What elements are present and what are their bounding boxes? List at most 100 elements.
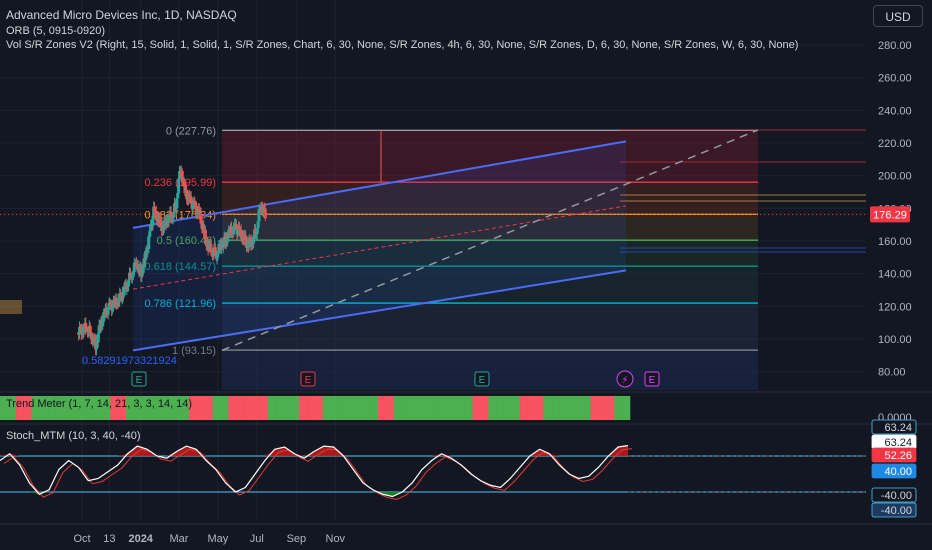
indicator-vol-sr-label[interactable]: Vol S/R Zones V2 (Right, 15, Solid, 1, S… [6,39,799,51]
fib-zone [222,303,758,351]
candle-body [217,244,221,254]
last-price-tag [870,206,910,223]
earnings-marker[interactable]: E [300,371,316,387]
stoch-axis-label: -40.00 [881,490,912,502]
trend-meter-label: Trend Meter (1, 7, 14, 21, 3, 3, 14, 14) [6,398,192,410]
trend-meter-bar [417,396,426,420]
trend-meter-bar [559,396,568,420]
candle-body [187,194,191,199]
candle-body [109,303,113,305]
stoch-axis-label: 63.24 [884,422,912,434]
candle-body [180,170,184,183]
lightning-circle [616,370,634,388]
trend-meter-bar [244,396,253,420]
trend-meter-bar [456,396,465,420]
candle-body [118,293,122,302]
trend-meter-bar [102,396,111,420]
fib-zone [222,266,758,304]
candle-body [84,322,88,330]
earnings-box [474,371,490,387]
candle-body [126,285,130,287]
trend-meter-bar [409,396,418,420]
earnings-marker[interactable]: E [644,371,660,387]
trend-meter-bar [39,396,48,420]
trend-meter-bar [385,396,395,420]
trend-meter-bar [47,396,56,420]
trend-meter-bar [441,396,450,420]
candle-body [213,247,217,254]
trend-meter-bar [204,396,213,420]
price-candles [77,129,382,356]
time-tick-label: Oct [73,533,90,545]
candle-body [234,224,238,228]
trend-meter-bar [228,396,237,420]
candle-body [262,207,266,209]
candle-body [127,279,131,287]
fib-level-label: 0.618 (144.57) [144,261,216,273]
trend-meter-bar [598,396,607,420]
time-tick-label: Nov [326,533,346,545]
candle-body [153,210,157,212]
fib-zone [222,130,758,183]
event-markers: E E E E ⚡ [131,370,660,388]
trend-meter-bar [149,396,158,420]
candle-body [116,297,120,306]
candle-body [185,189,189,199]
trend-meter-bar [267,396,276,420]
candle-body [147,236,151,249]
candle-body [183,182,187,194]
stoch-axis-tag [871,463,917,479]
stoch-axis-label: 40.00 [884,466,912,478]
time-tick-label: Jul [250,533,264,545]
trend-meter-bar [23,396,32,420]
candle-body [111,299,115,307]
earnings-marker[interactable]: E [474,371,490,387]
candle-body [159,218,163,226]
trend-meter-bar [370,396,379,420]
trend-meter-bar [322,396,332,420]
fib-trend-line [221,129,759,352]
candle-body [207,243,211,250]
time-tick-label: 13 [103,533,115,545]
trend-meter-bar [283,396,292,420]
candle-body [162,220,166,230]
candle-body [173,203,177,206]
candle-body [255,228,259,234]
trend-meter-bar [504,396,513,420]
stoch-axis-label: 52.26 [884,450,912,462]
candle-body [114,298,118,306]
candle-body [107,303,111,308]
earnings-marker[interactable]: E [131,371,147,387]
trend-meter-bar [401,396,410,420]
trend-meter-bar [0,396,9,420]
candle-body [88,325,92,333]
candle-body [250,242,254,246]
candle-body [244,235,248,242]
trend-meter-bar [425,396,434,420]
candle-body [94,340,98,350]
candle-body [263,208,267,219]
currency-button[interactable]: USD [873,5,923,27]
candle-body [89,332,93,339]
trend-meter-bar [7,396,17,420]
candle-body [199,213,203,224]
time-tick-label: 2024 [128,533,153,545]
trend-meter-bar [511,396,521,420]
candle-body [191,203,195,209]
candle-body [233,224,237,227]
trend-meter-bar [330,396,339,420]
fib-level-label: 0.786 (121.96) [144,298,216,310]
fib-extra-label: 0.58291973321924 [82,355,177,367]
candle-body [216,253,220,256]
trend-meter-bar [110,396,119,420]
trend-meter-bar [519,396,528,420]
fib-level-label: 0.236 (195.99) [144,177,216,189]
trend-meter-bar [567,396,576,420]
candle-body [106,307,110,316]
indicator-orb-label[interactable]: ORB (5, 0915-0920) [6,25,106,37]
candle-body [237,226,241,231]
fib-level-label: 0 (227.76) [166,125,216,137]
trend-meter-bar [496,396,505,420]
trend-meter-bar [574,396,584,420]
